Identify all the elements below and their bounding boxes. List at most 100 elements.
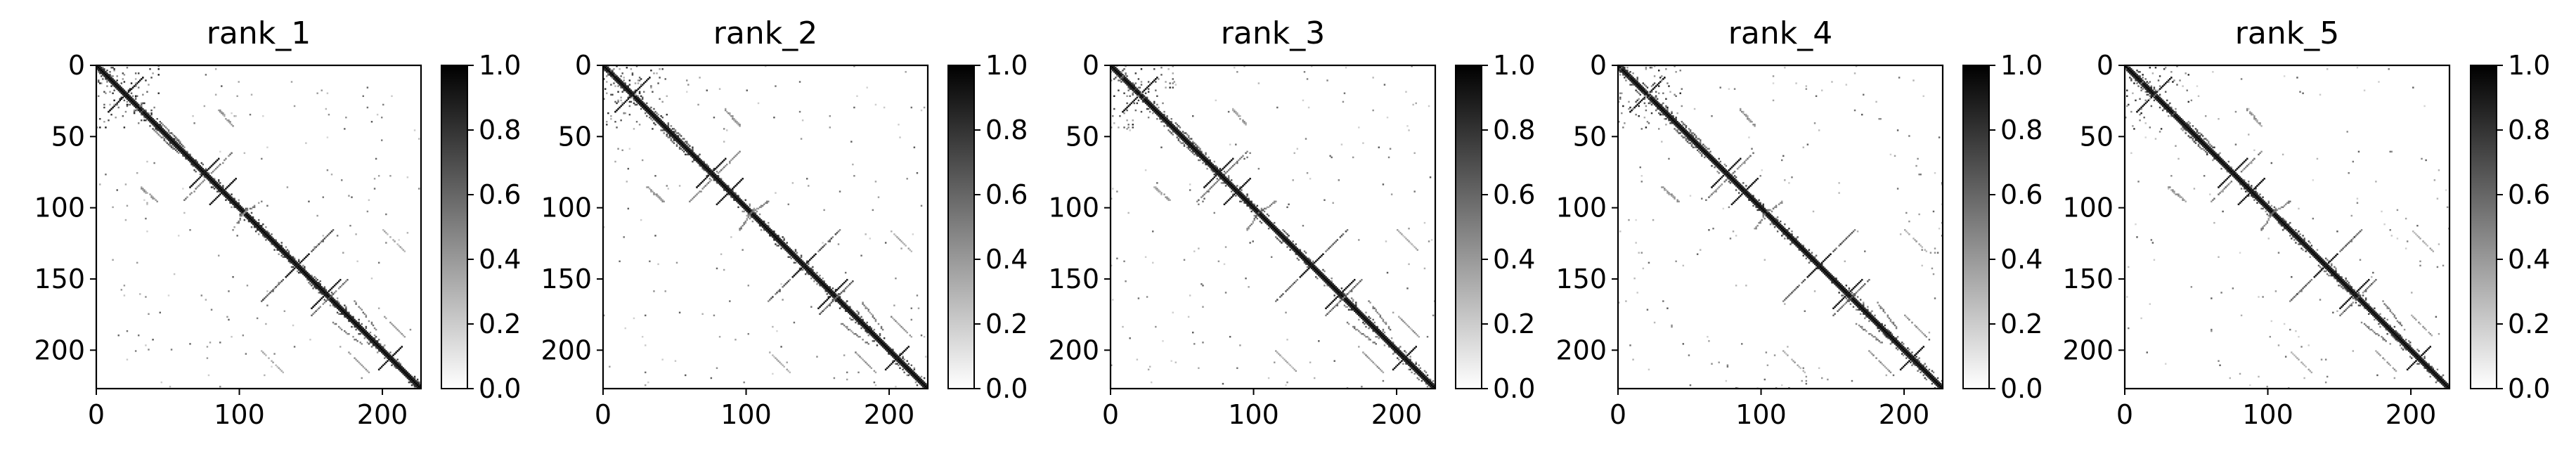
contact-cell <box>1153 110 1156 113</box>
contact-cell <box>754 216 757 219</box>
contact-cell <box>328 113 330 116</box>
contact-cell <box>824 290 827 292</box>
contact-cell <box>283 249 286 251</box>
contact-cell <box>906 347 908 349</box>
contact-cell <box>278 283 280 285</box>
contact-cell <box>667 188 670 190</box>
contact-cell <box>768 221 770 224</box>
contact-cell <box>403 336 406 338</box>
contact-cell <box>769 351 771 353</box>
contact-cell <box>276 246 278 248</box>
contact-cell <box>142 77 144 79</box>
contact-cell <box>413 384 416 387</box>
contact-cell <box>791 250 794 252</box>
contact-cell <box>344 304 346 306</box>
contact-cell <box>382 349 384 351</box>
contact-cell <box>787 280 789 283</box>
contact-cell <box>153 125 155 127</box>
contact-cell <box>308 278 310 281</box>
contact-cell <box>841 304 844 306</box>
contact-cell <box>376 113 379 116</box>
contact-cell <box>860 324 862 327</box>
contact-cell <box>219 342 221 344</box>
contact-cell <box>110 67 112 69</box>
contact-cell <box>169 136 171 138</box>
contact-cell <box>699 190 701 193</box>
contact-cell <box>649 116 651 119</box>
contact-cell <box>707 182 710 184</box>
contact-cell <box>920 334 923 337</box>
contact-cell <box>721 197 724 200</box>
contact-cell <box>606 65 608 67</box>
contact-cell <box>621 91 623 93</box>
contact-cell <box>822 283 824 285</box>
contact-cell <box>903 367 905 370</box>
contact-cell <box>766 200 768 202</box>
contact-cell <box>739 197 741 200</box>
contact-cell <box>782 243 784 245</box>
contact-cell <box>1156 103 1158 106</box>
contact-cell <box>718 181 721 183</box>
contact-cell <box>418 138 420 140</box>
contact-cell <box>289 257 292 260</box>
contact-cell <box>290 260 293 263</box>
contact-cell <box>796 260 798 263</box>
contact-cell <box>888 350 890 352</box>
contact-cell <box>1132 84 1134 86</box>
contact-cell <box>136 105 138 108</box>
contact-cell <box>146 202 148 204</box>
contact-cell <box>1147 108 1150 110</box>
contact-cell <box>1179 131 1182 133</box>
contact-cell <box>609 68 611 70</box>
contact-cell <box>362 331 364 334</box>
contact-cell <box>142 93 144 96</box>
contact-cell <box>164 141 167 143</box>
contact-cell <box>740 202 742 204</box>
contact-cell <box>751 214 754 217</box>
contact-cell <box>190 160 193 163</box>
contact-cell <box>862 339 864 341</box>
contact-cell <box>641 98 644 100</box>
contact-cell <box>370 121 373 123</box>
contact-cell <box>130 92 133 94</box>
contact-cell <box>199 170 201 173</box>
contact-cell <box>392 357 394 359</box>
contact-cell <box>146 91 148 93</box>
contact-cell <box>881 340 884 342</box>
contact-cell <box>721 160 724 163</box>
contact-cell <box>332 286 335 288</box>
contact-cell <box>623 79 625 82</box>
contact-cell <box>156 125 158 127</box>
contact-cell <box>272 240 274 242</box>
contact-cell <box>840 300 843 302</box>
contact-cell <box>899 239 901 241</box>
contact-cell <box>808 271 810 274</box>
contact-cell <box>729 190 731 193</box>
contact-cell <box>610 70 612 72</box>
contact-cell <box>182 145 184 147</box>
contact-cell <box>1125 72 1127 74</box>
contact-cell <box>640 85 642 87</box>
contact-cell <box>913 368 916 371</box>
contact-cell <box>1180 135 1183 137</box>
colorbar-tick-label: 0.6 <box>479 179 521 210</box>
contact-cell <box>155 125 157 127</box>
contact-cell <box>339 310 342 312</box>
contact-cell <box>898 357 900 359</box>
contact-cell <box>321 287 323 290</box>
contact-cell <box>361 331 363 334</box>
contact-cell <box>330 292 333 294</box>
contact-cell <box>159 126 161 129</box>
contact-cell <box>829 290 831 292</box>
contact-cell <box>323 292 326 294</box>
contact-cell <box>225 190 227 193</box>
contact-cell <box>689 148 691 150</box>
contact-cell <box>289 259 292 261</box>
contact-cell <box>322 292 325 294</box>
contact-cell <box>405 370 408 372</box>
contact-cell <box>185 156 187 159</box>
contact-cell <box>169 139 171 141</box>
contact-cell <box>895 354 897 356</box>
contact-cell <box>912 374 914 377</box>
contact-cell <box>667 136 670 138</box>
